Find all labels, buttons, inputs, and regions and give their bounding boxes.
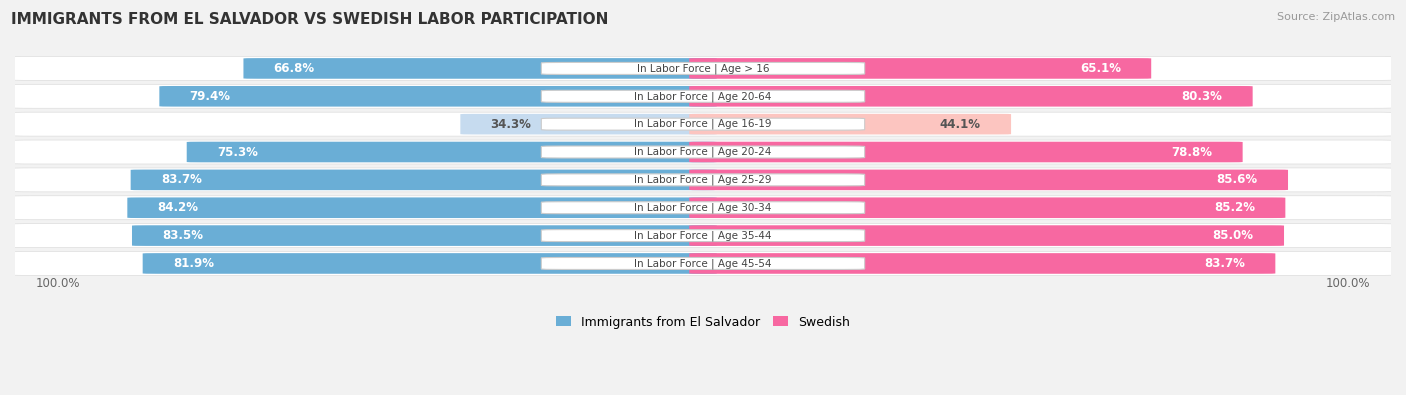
FancyBboxPatch shape [541, 146, 865, 158]
Text: 100.0%: 100.0% [1326, 277, 1371, 290]
Text: 78.8%: 78.8% [1171, 145, 1212, 158]
FancyBboxPatch shape [689, 169, 1288, 190]
Text: 100.0%: 100.0% [35, 277, 80, 290]
Text: 75.3%: 75.3% [217, 145, 257, 158]
FancyBboxPatch shape [243, 58, 717, 79]
Text: 85.2%: 85.2% [1213, 201, 1256, 214]
FancyBboxPatch shape [132, 225, 717, 246]
Text: 84.2%: 84.2% [157, 201, 198, 214]
FancyBboxPatch shape [187, 142, 717, 162]
Text: 83.7%: 83.7% [160, 173, 202, 186]
Text: 85.0%: 85.0% [1213, 229, 1254, 242]
FancyBboxPatch shape [541, 258, 865, 269]
FancyBboxPatch shape [8, 140, 1398, 164]
FancyBboxPatch shape [541, 62, 865, 74]
FancyBboxPatch shape [128, 198, 717, 218]
FancyBboxPatch shape [8, 56, 1398, 81]
FancyBboxPatch shape [8, 84, 1398, 108]
FancyBboxPatch shape [541, 118, 865, 130]
Text: Source: ZipAtlas.com: Source: ZipAtlas.com [1277, 12, 1395, 22]
FancyBboxPatch shape [541, 90, 865, 102]
FancyBboxPatch shape [541, 229, 865, 242]
Text: 85.6%: 85.6% [1216, 173, 1258, 186]
Text: 79.4%: 79.4% [190, 90, 231, 103]
FancyBboxPatch shape [460, 114, 717, 134]
FancyBboxPatch shape [689, 86, 1253, 107]
FancyBboxPatch shape [689, 58, 1152, 79]
FancyBboxPatch shape [8, 196, 1398, 220]
FancyBboxPatch shape [8, 168, 1398, 192]
FancyBboxPatch shape [159, 86, 717, 107]
Text: In Labor Force | Age 20-24: In Labor Force | Age 20-24 [634, 147, 772, 157]
FancyBboxPatch shape [8, 112, 1398, 136]
Text: In Labor Force | Age 25-29: In Labor Force | Age 25-29 [634, 175, 772, 185]
Text: 44.1%: 44.1% [939, 118, 981, 131]
FancyBboxPatch shape [689, 114, 1011, 134]
FancyBboxPatch shape [541, 174, 865, 186]
Text: In Labor Force | Age 35-44: In Labor Force | Age 35-44 [634, 230, 772, 241]
FancyBboxPatch shape [689, 142, 1243, 162]
Text: In Labor Force | Age 45-54: In Labor Force | Age 45-54 [634, 258, 772, 269]
FancyBboxPatch shape [689, 225, 1284, 246]
FancyBboxPatch shape [131, 169, 717, 190]
Text: 66.8%: 66.8% [274, 62, 315, 75]
Text: 80.3%: 80.3% [1181, 90, 1222, 103]
Text: 83.7%: 83.7% [1204, 257, 1246, 270]
Text: 34.3%: 34.3% [491, 118, 531, 131]
FancyBboxPatch shape [541, 202, 865, 214]
FancyBboxPatch shape [8, 224, 1398, 248]
Text: 81.9%: 81.9% [173, 257, 214, 270]
Text: In Labor Force | Age > 16: In Labor Force | Age > 16 [637, 63, 769, 74]
Text: In Labor Force | Age 16-19: In Labor Force | Age 16-19 [634, 119, 772, 130]
Text: In Labor Force | Age 30-34: In Labor Force | Age 30-34 [634, 203, 772, 213]
FancyBboxPatch shape [142, 253, 717, 274]
Legend: Immigrants from El Salvador, Swedish: Immigrants from El Salvador, Swedish [551, 310, 855, 333]
Text: In Labor Force | Age 20-64: In Labor Force | Age 20-64 [634, 91, 772, 102]
Text: 83.5%: 83.5% [162, 229, 204, 242]
FancyBboxPatch shape [689, 253, 1275, 274]
FancyBboxPatch shape [689, 198, 1285, 218]
FancyBboxPatch shape [8, 252, 1398, 275]
Text: IMMIGRANTS FROM EL SALVADOR VS SWEDISH LABOR PARTICIPATION: IMMIGRANTS FROM EL SALVADOR VS SWEDISH L… [11, 12, 609, 27]
Text: 65.1%: 65.1% [1080, 62, 1121, 75]
